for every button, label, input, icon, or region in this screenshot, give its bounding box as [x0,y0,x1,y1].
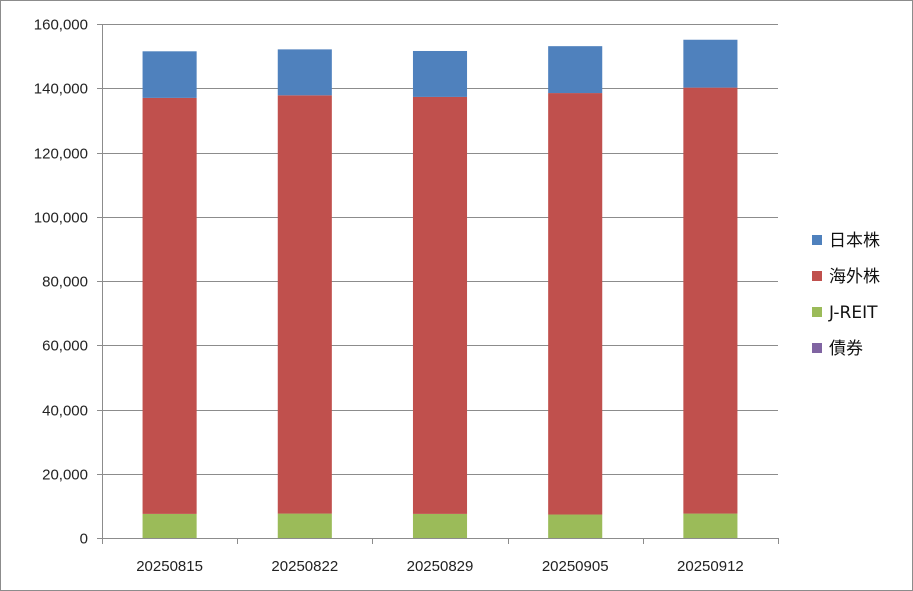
legend-swatch [812,271,822,281]
legend-label: J-REIT [828,303,878,323]
bar-segment [548,93,603,515]
bar-segment [412,96,468,514]
legend-swatch [812,235,822,245]
bar-segment [142,51,197,98]
y-tick-label: 140,000 [34,81,88,98]
bar-segment [548,46,603,94]
legend-label: 日本株 [829,231,880,251]
bar-segment [683,513,738,538]
x-tick-label: 20250815 [136,558,203,575]
y-tick-label: 120,000 [34,146,88,163]
y-tick-label: 60,000 [42,338,88,355]
bar-segment [277,95,332,514]
legend-swatch [812,307,822,317]
x-tick-label: 20250829 [407,558,474,575]
bar-segment [142,97,197,514]
bar-segment [142,513,197,538]
bar-segment [412,50,468,97]
y-tick-label: 40,000 [42,403,88,420]
x-tick-label: 20250912 [677,558,744,575]
y-tick-label: 0 [80,531,88,548]
bar-segment [412,513,468,538]
axis-layer: 0 20,000 40,000 60,000 80,000 100,000 120,000 1… [34,17,779,575]
legend-label: 債券 [829,339,863,359]
bar-segment [683,39,738,88]
bar-segment [683,87,738,514]
x-tick-label: 20250822 [271,558,338,575]
y-tick-label: 80,000 [42,274,88,291]
bars-layer [142,39,738,538]
legend-label: 海外株 [829,267,880,287]
legend-swatch [812,343,822,353]
bar-segment [277,513,332,538]
y-tick-label: 160,000 [34,17,88,34]
x-tick-label: 20250905 [542,558,609,575]
bar-segment [548,514,603,538]
y-tick-label: 100,000 [34,210,88,227]
y-tick-label: 20,000 [42,467,88,484]
bar-segment [277,49,332,96]
